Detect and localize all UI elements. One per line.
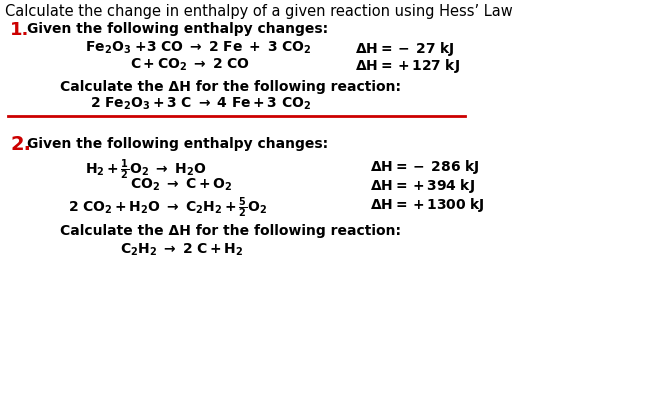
Text: $\mathbf{\Delta H = -\ 27\ kJ}$: $\mathbf{\Delta H = -\ 27\ kJ}$	[355, 40, 455, 58]
Text: $\mathbf{C + CO_2\ \rightarrow\ 2\ CO}$: $\mathbf{C + CO_2\ \rightarrow\ 2\ CO}$	[130, 57, 250, 73]
Text: Given the following enthalpy changes:: Given the following enthalpy changes:	[27, 22, 328, 36]
Text: $\mathbf{Fe_2O_3}$ $\mathbf{+ 3\ CO\ \rightarrow\ 2\ Fe\ +\ 3\ CO_2}$: $\mathbf{Fe_2O_3}$ $\mathbf{+ 3\ CO\ \ri…	[85, 40, 312, 56]
Text: 1.: 1.	[10, 21, 30, 39]
Text: Calculate the ΔH for the following reaction:: Calculate the ΔH for the following react…	[60, 224, 401, 237]
Text: Given the following enthalpy changes:: Given the following enthalpy changes:	[27, 136, 328, 151]
Text: $\mathbf{\Delta H = -\ 286\ kJ}$: $\mathbf{\Delta H = -\ 286\ kJ}$	[370, 158, 480, 175]
Text: $\mathbf{CO_2\ \rightarrow\ C + O_2}$: $\mathbf{CO_2\ \rightarrow\ C + O_2}$	[130, 177, 232, 193]
Text: $\mathbf{2\ Fe_2O_3 + 3\ C\ \rightarrow\ 4\ Fe + 3\ CO_2}$: $\mathbf{2\ Fe_2O_3 + 3\ C\ \rightarrow\…	[90, 96, 311, 112]
Text: $\mathbf{2\ CO_2 + H_2O\ \rightarrow\ C_2H_2 + \frac{5}{2}O_2}$: $\mathbf{2\ CO_2 + H_2O\ \rightarrow\ C_…	[68, 196, 267, 220]
Text: $\mathbf{\Delta H = +1300\ kJ}$: $\mathbf{\Delta H = +1300\ kJ}$	[370, 196, 484, 213]
Text: $\mathbf{\Delta H = +394\ kJ}$: $\mathbf{\Delta H = +394\ kJ}$	[370, 177, 475, 194]
Text: $\mathbf{\Delta H = +127\ kJ}$: $\mathbf{\Delta H = +127\ kJ}$	[355, 57, 460, 75]
Text: $\mathbf{H_2 + \frac{1}{2}O_2\ \rightarrow\ H_2O}$: $\mathbf{H_2 + \frac{1}{2}O_2\ \rightarr…	[85, 158, 207, 182]
Text: Calculate the ΔH for the following reaction:: Calculate the ΔH for the following react…	[60, 80, 401, 94]
Text: Calculate the change in enthalpy of a given reaction using Hess’ Law: Calculate the change in enthalpy of a gi…	[5, 4, 513, 19]
Text: $\mathbf{C_2H_2\ \rightarrow\ 2\ C + H_2}$: $\mathbf{C_2H_2\ \rightarrow\ 2\ C + H_2…	[120, 241, 244, 258]
Text: 2.: 2.	[10, 135, 31, 153]
